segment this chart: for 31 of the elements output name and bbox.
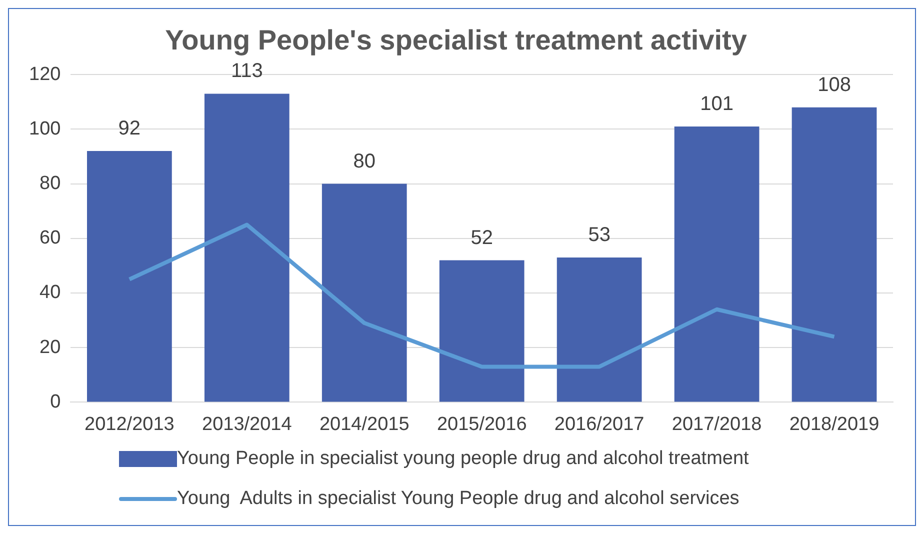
- data-label: 92: [118, 118, 141, 140]
- x-tick-label: 2016/2017: [554, 414, 644, 435]
- chart-title: Young People's specialist treatment activity: [165, 24, 748, 56]
- y-tick-label: 40: [40, 282, 61, 304]
- bar: [204, 94, 290, 402]
- x-tick-label: 2017/2018: [672, 414, 762, 435]
- x-tick-label: 2015/2016: [436, 414, 527, 435]
- y-tick-label: 120: [29, 64, 61, 85]
- bar: [87, 151, 172, 402]
- y-tick-label: 20: [40, 336, 61, 358]
- data-label: 108: [818, 74, 851, 96]
- data-label: 80: [353, 150, 376, 172]
- x-tick-label: 2014/2015: [319, 414, 410, 435]
- data-label: 53: [588, 224, 610, 246]
- bar: [792, 107, 877, 402]
- data-label: 113: [230, 60, 263, 82]
- bar: [674, 126, 760, 402]
- bar: [322, 184, 407, 402]
- y-tick-label: 60: [40, 228, 61, 249]
- y-tick-label: 80: [40, 173, 61, 194]
- x-tick-label: 2013/2014: [202, 414, 292, 435]
- y-tick-label: 0: [50, 391, 61, 412]
- x-tick-label: 2012/2013: [84, 414, 174, 435]
- data-label: 52: [470, 226, 493, 249]
- y-tick-label: 100: [29, 118, 61, 140]
- bar: [556, 258, 642, 402]
- legend-label: Young People in specialist young people drug and alcohol treatment: [177, 448, 749, 470]
- x-tick-label: 2018/2019: [789, 414, 880, 435]
- bar: [439, 260, 524, 402]
- data-label: 101: [700, 92, 734, 115]
- legend-label: Young Adults in specialist Young People drug and alcohol services: [177, 488, 740, 510]
